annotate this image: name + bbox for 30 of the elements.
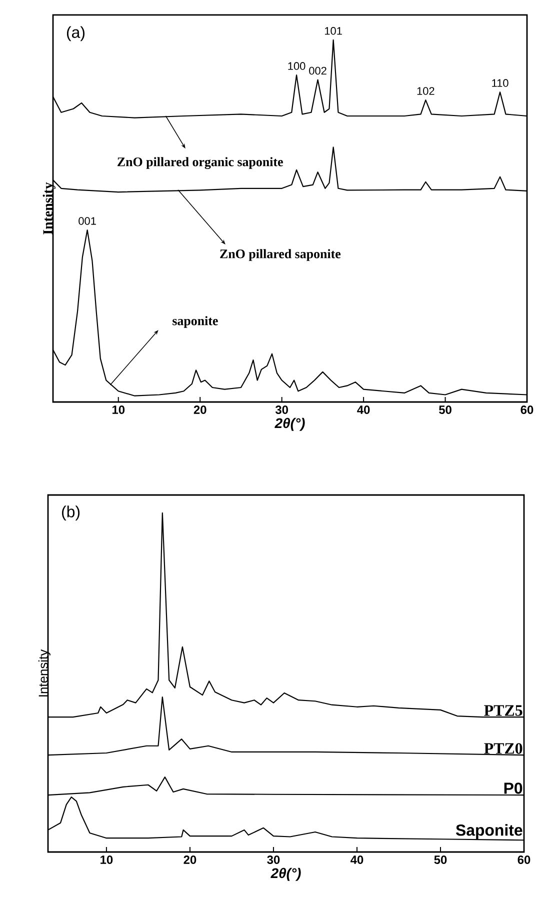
annotation: 002 <box>309 66 326 75</box>
annotation: ZnO pillared saponite <box>220 249 341 261</box>
series-label: PTZ5 <box>484 705 522 716</box>
x-tick-label: 60 <box>518 856 530 864</box>
annotation: 101 <box>325 27 342 35</box>
series-label: Saponite <box>456 824 522 839</box>
x-tick-label: 40 <box>350 856 364 864</box>
x-axis-title: 2θ(°) <box>274 418 305 431</box>
series-label: P0 <box>504 782 522 794</box>
x-tick-label: 60 <box>520 406 534 414</box>
annotation: 100 <box>288 62 306 70</box>
x-tick-label: 50 <box>439 406 452 414</box>
annotation: 102 <box>417 87 434 95</box>
x-tick-label: 50 <box>434 856 447 864</box>
chart-title: (a) <box>66 26 84 42</box>
annotation: ZnO pillared organic saponite <box>118 157 283 169</box>
x-axis-title: 2θ(°) <box>270 868 301 881</box>
annotation: 110 <box>492 79 508 87</box>
x-tick-label: 10 <box>100 856 113 864</box>
x-tick-label: 20 <box>194 406 206 414</box>
series-label: PTZ0 <box>484 743 522 754</box>
x-tick-label: 20 <box>184 856 196 864</box>
x-tick-label: 40 <box>357 406 370 414</box>
y-axis-title: Intensity <box>42 182 56 234</box>
annotation: saponite <box>172 316 218 328</box>
x-tick-label: 30 <box>267 856 280 864</box>
chart-title: (b) <box>62 506 80 521</box>
annotation: 001 <box>78 217 96 225</box>
x-tick-label: 30 <box>275 406 288 414</box>
x-tick-label: 10 <box>112 406 125 414</box>
